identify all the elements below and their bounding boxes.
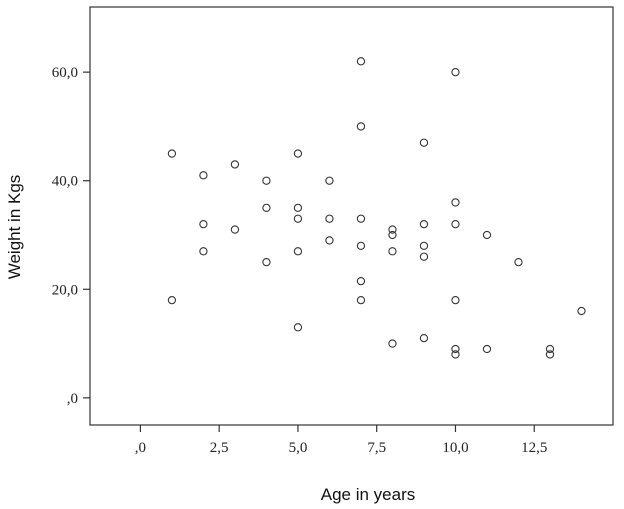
data-point	[167, 149, 177, 158]
x-tick-label: 12,5	[521, 440, 547, 456]
x-axis-title: Age in years	[321, 485, 416, 504]
data-points	[167, 57, 586, 359]
data-point	[388, 230, 397, 240]
x-tick-label: 2,5	[210, 440, 229, 456]
data-point	[199, 247, 208, 256]
data-point	[482, 230, 492, 240]
data-point	[451, 295, 460, 305]
data-point	[388, 225, 397, 234]
data-point	[293, 247, 303, 256]
data-point	[262, 257, 271, 267]
y-tick-label: 20,0	[52, 282, 78, 298]
data-point	[356, 276, 366, 286]
data-point	[451, 67, 460, 77]
data-point	[451, 219, 460, 229]
data-point	[293, 323, 303, 332]
y-tick-label: ,0	[67, 391, 78, 407]
data-point	[514, 257, 523, 267]
data-point	[230, 160, 240, 169]
data-point	[451, 198, 460, 207]
data-point	[167, 295, 177, 305]
data-point	[262, 176, 271, 185]
data-point	[356, 214, 366, 223]
data-point	[199, 171, 208, 180]
plot-frame	[89, 6, 614, 426]
data-point	[451, 350, 460, 359]
data-point	[325, 176, 334, 185]
data-point	[356, 57, 366, 66]
data-point	[545, 350, 555, 359]
data-point	[482, 344, 492, 354]
x-axis-ticks: ,0 2,5 5,0 7,5 10,0 12,5	[135, 425, 547, 456]
data-point	[419, 138, 429, 147]
x-tick-label: ,0	[135, 440, 146, 456]
data-point	[388, 247, 397, 256]
x-tick-label: 10,0	[442, 440, 468, 456]
data-point	[293, 203, 303, 213]
data-point	[419, 252, 429, 261]
data-point	[356, 122, 366, 131]
data-point	[293, 214, 303, 223]
data-point	[230, 225, 240, 234]
data-point	[419, 241, 429, 251]
data-point	[325, 214, 334, 223]
data-point	[262, 203, 271, 213]
y-axis-ticks: ,0 20,0 40,0 60,0	[52, 65, 90, 407]
data-point	[356, 241, 366, 251]
y-axis-title: Weight in Kgs	[5, 175, 24, 280]
x-tick-label: 5,0	[289, 440, 308, 456]
data-point	[577, 306, 586, 316]
data-point	[356, 295, 366, 305]
data-point	[419, 333, 429, 343]
data-point	[388, 339, 397, 348]
y-tick-label: 40,0	[52, 174, 78, 190]
data-point	[545, 344, 555, 354]
data-point	[199, 219, 208, 229]
y-tick-label: 60,0	[52, 65, 78, 81]
data-point	[419, 219, 429, 229]
x-tick-label: 7,5	[367, 440, 386, 456]
data-point	[325, 236, 334, 245]
data-point	[293, 149, 303, 158]
data-point	[451, 344, 460, 354]
